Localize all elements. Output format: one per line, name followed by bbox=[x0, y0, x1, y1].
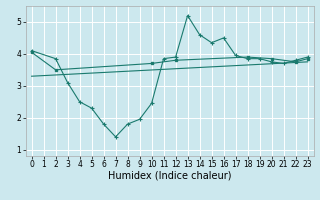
X-axis label: Humidex (Indice chaleur): Humidex (Indice chaleur) bbox=[108, 171, 231, 181]
